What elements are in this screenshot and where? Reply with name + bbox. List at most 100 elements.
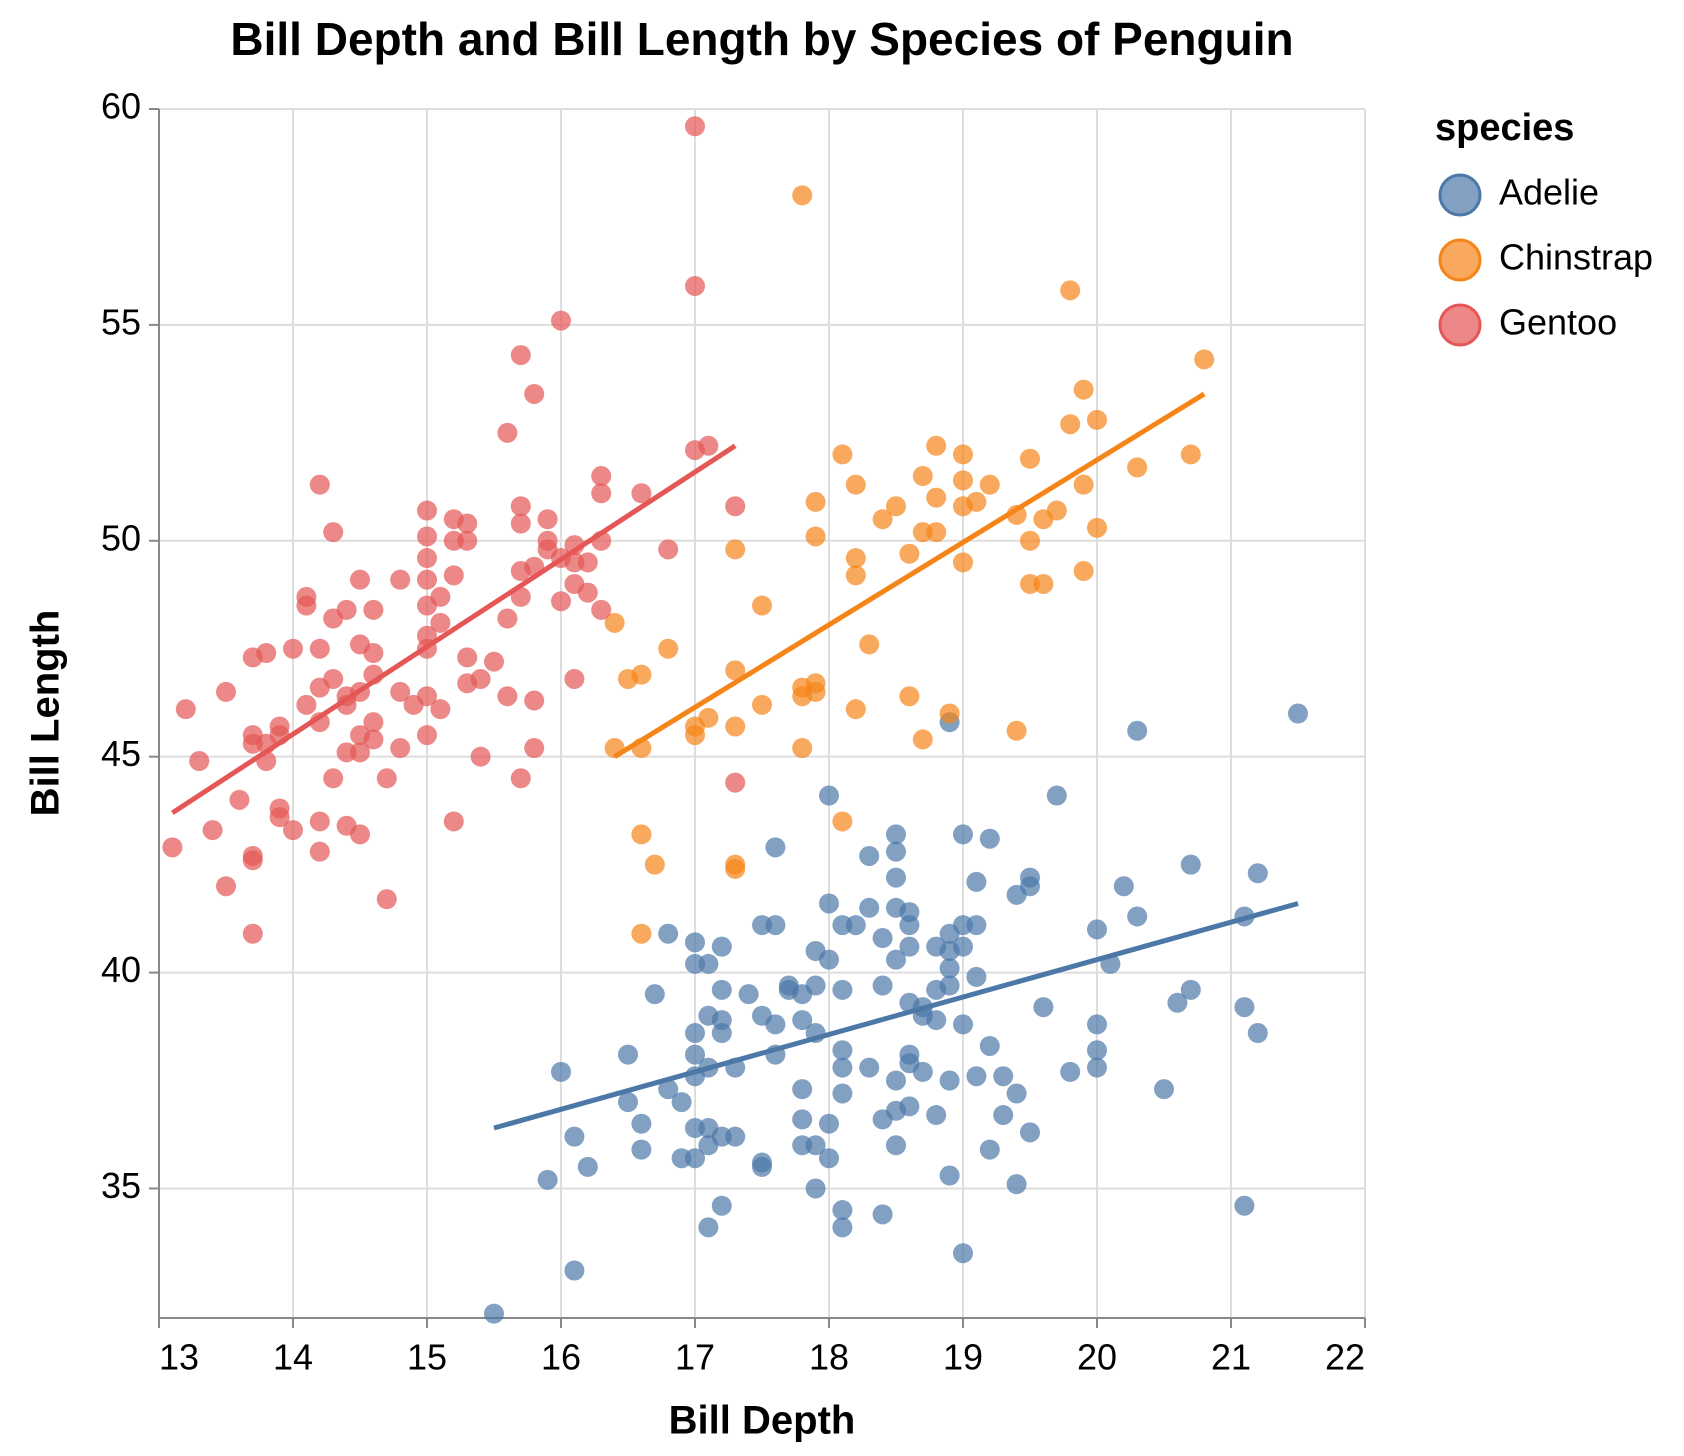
- point: [685, 1044, 705, 1065]
- point: [899, 936, 920, 957]
- point: [390, 681, 411, 702]
- point: [859, 1057, 880, 1078]
- point: [912, 729, 933, 750]
- point: [685, 116, 705, 137]
- point: [685, 725, 705, 746]
- point: [376, 768, 397, 789]
- point: [631, 664, 652, 685]
- point: [1073, 379, 1094, 400]
- point: [671, 1092, 692, 1113]
- point: [216, 681, 236, 702]
- point: [711, 1195, 732, 1216]
- point: [631, 824, 652, 845]
- point: [564, 1126, 585, 1147]
- point: [417, 548, 437, 569]
- point: [350, 824, 370, 845]
- point: [859, 634, 880, 655]
- point: [323, 522, 344, 543]
- point: [497, 422, 518, 443]
- point: [886, 867, 906, 888]
- point: [363, 729, 384, 750]
- trend-line: [613, 391, 1206, 759]
- point: [1180, 979, 1201, 1000]
- point: [1087, 1040, 1107, 1061]
- point: [685, 276, 705, 297]
- point: [832, 811, 853, 832]
- point: [845, 565, 866, 586]
- point: [269, 807, 290, 828]
- point: [524, 738, 545, 759]
- point: [993, 1066, 1014, 1087]
- point: [725, 716, 746, 737]
- point: [1127, 457, 1148, 478]
- point: [658, 638, 679, 659]
- point: [966, 491, 987, 512]
- point: [805, 975, 826, 996]
- x-tick-label: 20: [1077, 1337, 1117, 1378]
- point: [698, 953, 719, 974]
- point: [1020, 530, 1040, 551]
- x-tick-label: 19: [943, 1337, 983, 1378]
- point: [926, 487, 947, 508]
- point: [1087, 409, 1107, 430]
- point: [953, 552, 973, 573]
- point: [725, 772, 746, 793]
- point: [577, 1156, 598, 1177]
- legend-label: Chinstrap: [1499, 237, 1653, 278]
- point: [537, 509, 558, 530]
- point: [872, 509, 893, 530]
- point: [819, 949, 839, 970]
- trend-line: [171, 443, 737, 815]
- point: [524, 690, 545, 711]
- point: [886, 824, 906, 845]
- point: [953, 1014, 973, 1035]
- point: [390, 569, 411, 590]
- point: [1234, 997, 1255, 1018]
- point: [457, 647, 478, 668]
- point: [644, 984, 665, 1005]
- point: [899, 915, 920, 936]
- point: [336, 599, 357, 620]
- point: [805, 681, 826, 702]
- y-axis-title: Bill Length: [24, 610, 68, 817]
- point: [631, 1113, 652, 1134]
- point: [698, 1217, 719, 1238]
- point: [564, 1260, 585, 1281]
- point: [1020, 1122, 1040, 1143]
- point: [698, 707, 719, 728]
- point: [939, 1165, 960, 1186]
- point: [1087, 1014, 1107, 1035]
- point: [966, 1066, 987, 1087]
- point: [309, 638, 330, 659]
- point: [1087, 517, 1107, 538]
- point: [309, 841, 330, 862]
- point: [376, 889, 397, 910]
- point: [524, 383, 545, 404]
- x-tick-label: 21: [1211, 1337, 1251, 1378]
- point: [510, 768, 531, 789]
- point: [1247, 1023, 1268, 1044]
- point: [551, 1061, 571, 1082]
- point: [926, 435, 947, 456]
- chart-title: Bill Depth and Bill Length by Species of…: [230, 13, 1293, 65]
- y-tick-label: 50: [101, 517, 141, 558]
- point: [1046, 500, 1067, 521]
- y-tick-label: 60: [101, 86, 141, 127]
- legend-symbol: [1438, 173, 1482, 217]
- point: [819, 785, 839, 806]
- x-tick-label: 18: [809, 1337, 849, 1378]
- point: [845, 548, 866, 569]
- point: [1194, 349, 1215, 370]
- point: [1288, 703, 1308, 724]
- point: [1234, 1195, 1255, 1216]
- point: [1006, 1174, 1027, 1195]
- point: [1060, 280, 1081, 301]
- y-tick-label: 55: [101, 301, 141, 342]
- point: [966, 966, 987, 987]
- point: [417, 686, 437, 707]
- point: [430, 699, 451, 720]
- point: [819, 1113, 839, 1134]
- legend-title: species: [1435, 107, 1574, 149]
- point: [792, 1109, 813, 1130]
- trend-line: [493, 901, 1299, 1131]
